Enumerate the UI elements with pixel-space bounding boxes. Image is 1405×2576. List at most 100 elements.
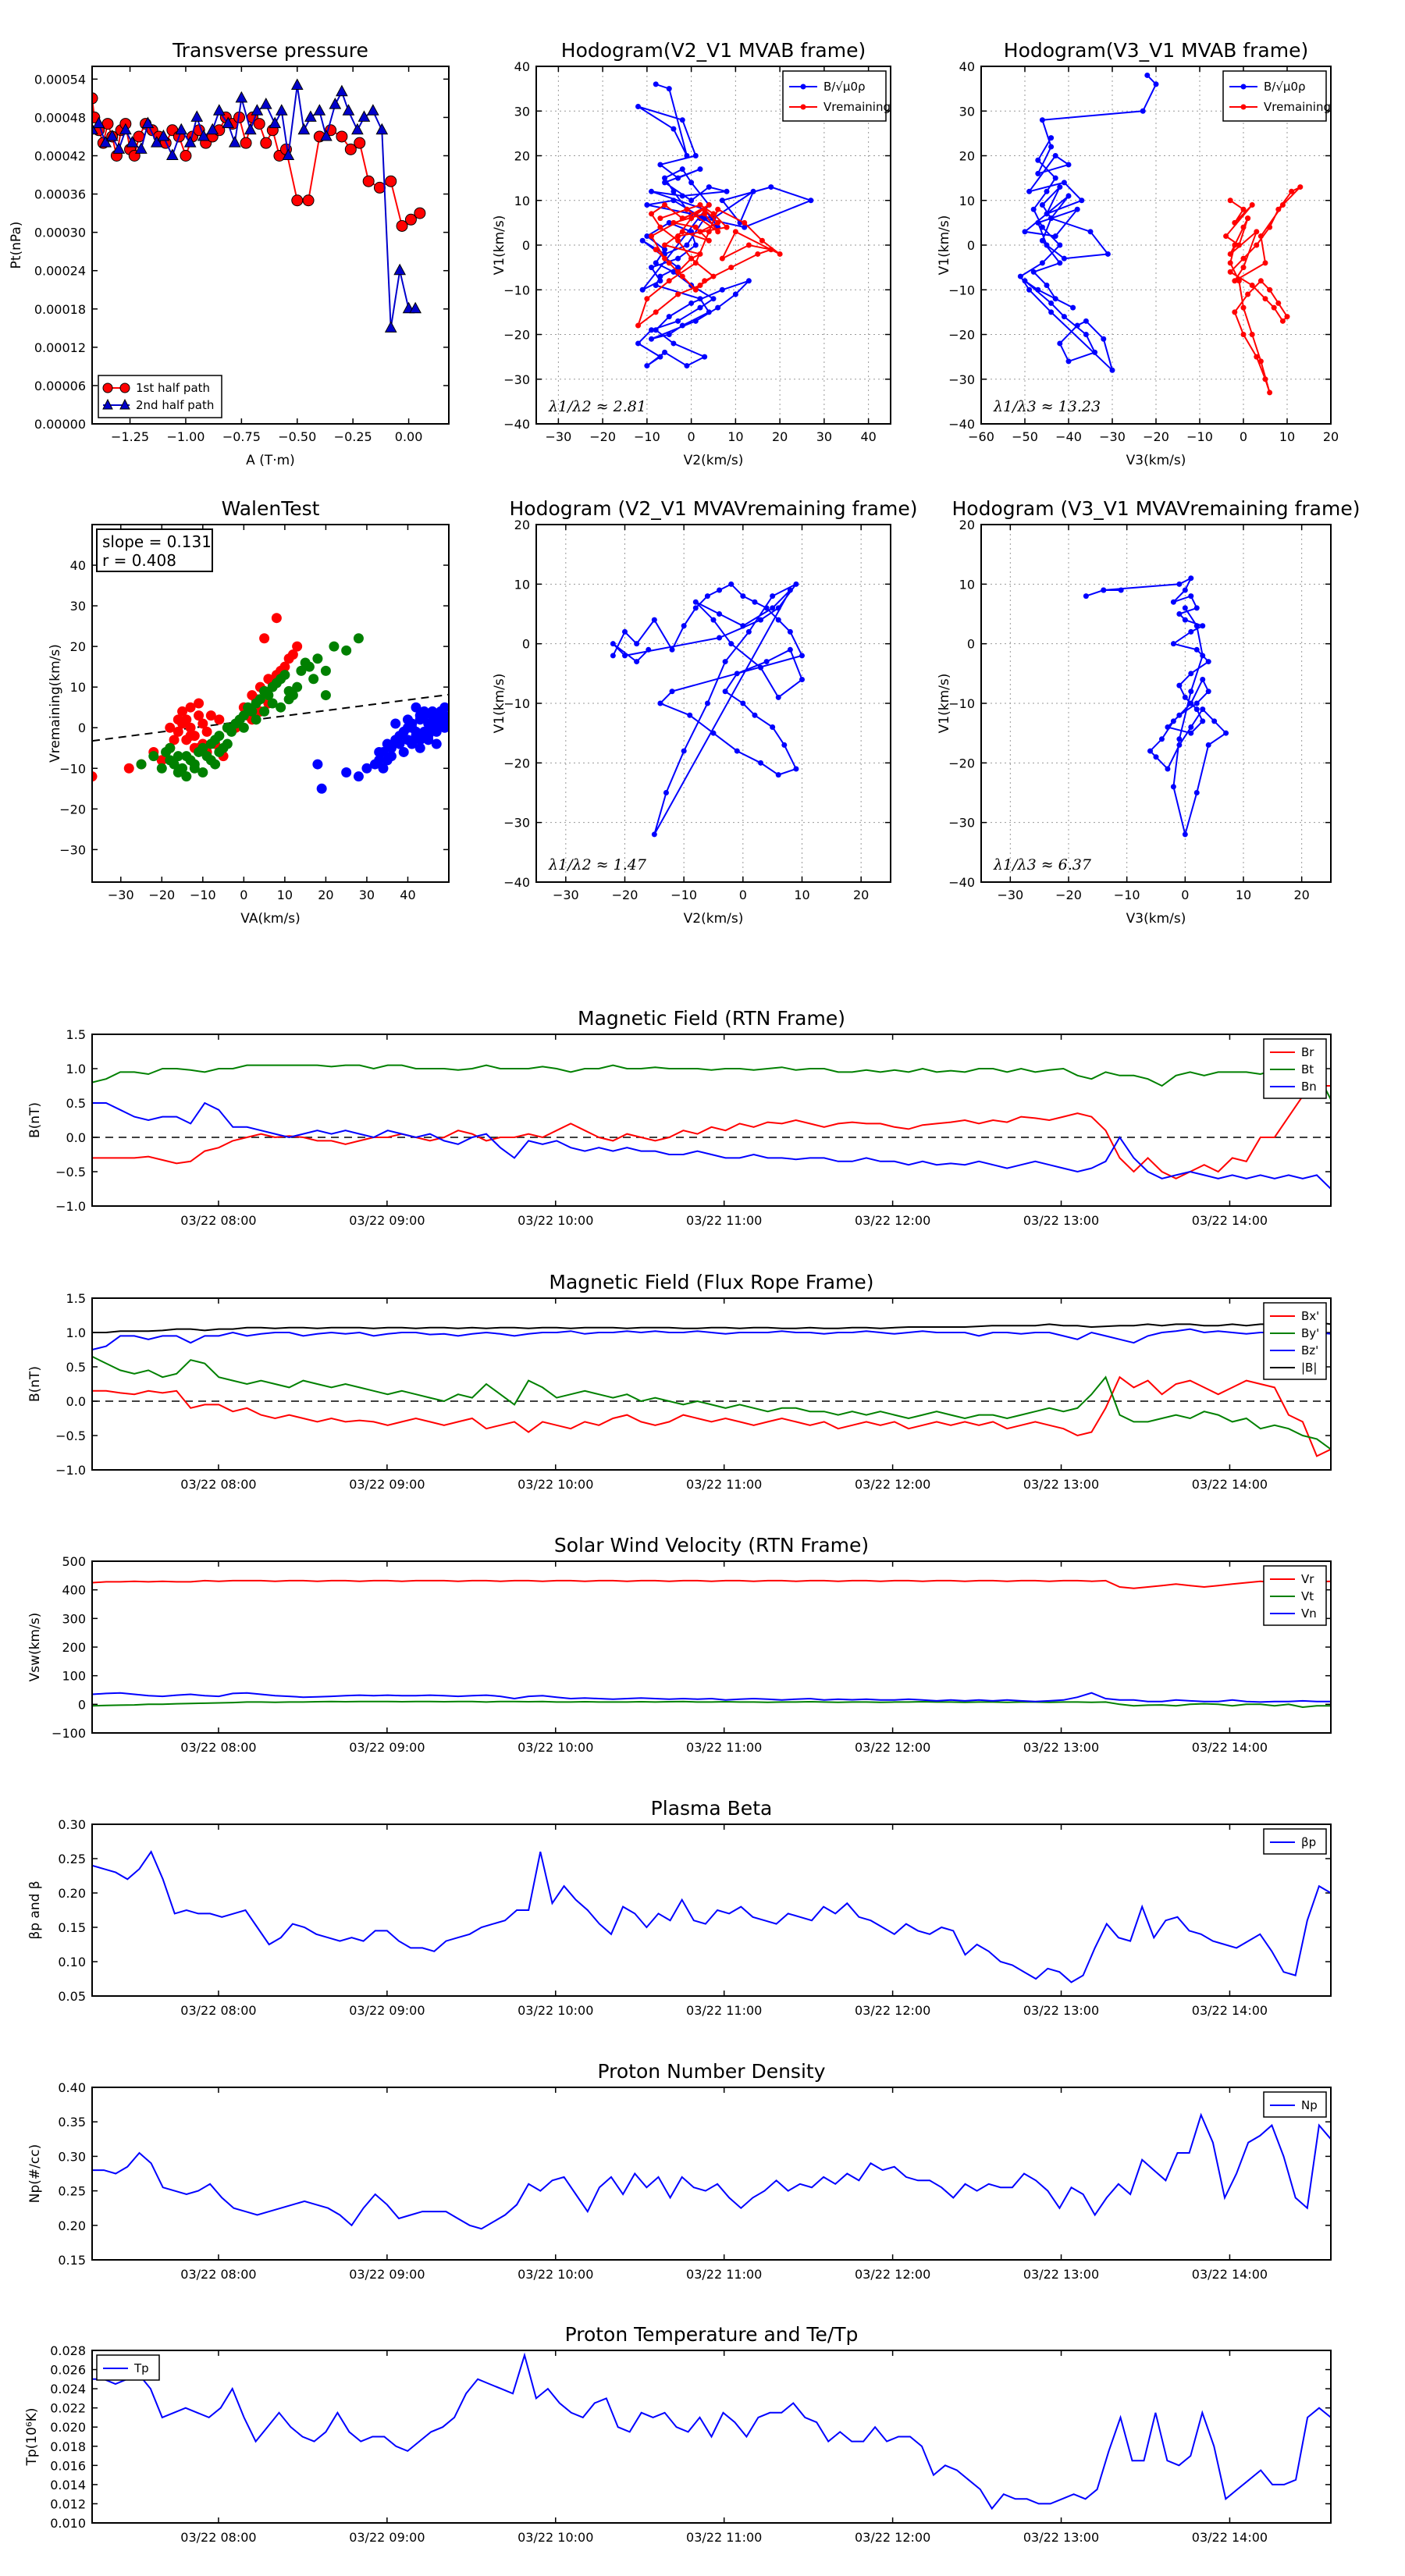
data-point [646,646,652,653]
data-point [644,296,650,302]
data-point [719,286,725,293]
data-point [390,718,401,729]
data-point [775,772,781,778]
data-point [1182,694,1188,700]
data-point [1223,730,1229,736]
data-point [165,722,176,733]
data-point [688,255,695,262]
y-tick-label: −1.0 [55,1199,86,1214]
data-point [259,98,272,109]
data-point [666,86,672,92]
data-point [336,84,348,97]
x-tick-label: 03/22 08:00 [180,1740,256,1755]
y-tick-label: 20 [514,149,530,164]
data-point [105,129,119,141]
mag_fr-title: Magnetic Field (Flux Rope Frame) [549,1271,873,1293]
data-point [1052,175,1058,181]
data-point [1074,206,1080,212]
data-point [758,760,764,766]
series-V [1083,575,1229,838]
plot-frame [91,2087,1332,2261]
y-tick-label: 20 [959,149,975,164]
data-point [1083,593,1089,600]
data-point [1236,278,1242,284]
data-point [276,702,286,713]
data-point [1044,283,1050,289]
data-point [688,215,695,222]
data-point [177,763,188,774]
x-tick-label: −30 [997,888,1023,902]
data-point [768,247,774,253]
data-point [1170,641,1176,647]
h4-title: Hodogram (V3_V1 MVAVremaining frame) [952,497,1361,520]
data-point [1035,219,1041,226]
y-tick-label: −1.0 [55,1463,86,1478]
legend: Np [1263,2091,1327,2118]
data-point [706,309,712,315]
data-point [717,635,723,641]
data-point [644,363,650,369]
data-point [1227,251,1233,257]
temp-title: Proton Temperature and Te/Tp [565,2323,859,2346]
series-2nd half path [92,78,422,333]
data-point [414,207,426,219]
data-point [692,318,699,324]
data-point [194,698,205,709]
y-tick-label: 0.5 [66,1096,86,1111]
data-point [1182,587,1188,593]
data-point [1254,242,1260,248]
legend-box [782,70,887,122]
data-point [1289,188,1295,194]
y-tick-label: 30 [70,599,86,614]
legend-marker [102,398,113,410]
x-tick-label: 03/22 13:00 [1023,2003,1099,2018]
y-axis-label: Vremaining(km/s) [48,644,63,763]
y-tick-label: 0.00006 [34,379,86,393]
data-point [1039,201,1045,208]
data-point [226,726,237,737]
data-point [670,197,677,204]
data-point [1232,242,1238,248]
y-tick-label: 0.00030 [34,226,86,240]
data-point [1249,283,1255,289]
x-tick-label: −20 [148,888,175,902]
data-point [679,229,685,235]
data-point [1065,358,1072,365]
y-tick-label: 0 [78,720,86,735]
x-axis-label: V2(km/s) [684,453,744,468]
data-point [734,748,740,754]
data-point [393,263,406,276]
chart-h1: −30 −20 −10 0 10 20 30 40 −40 −30 −20 −10 0 10 20 30 40 H… [492,39,891,468]
data-point [750,188,756,194]
y-tick-label: −30 [948,372,975,387]
data-point [1188,671,1194,677]
data-point [431,726,442,737]
series-line-Bz' [92,1328,1331,1350]
series-Vremaining [635,201,783,329]
x-tick-label: 03/22 11:00 [686,1213,762,1228]
data-point [312,759,323,770]
data-point [666,278,672,284]
data-point [385,175,397,187]
x-tick-label: 03/22 11:00 [686,2003,762,2018]
data-point [177,706,188,717]
data-point [697,296,703,302]
y-tick-label: 0.00036 [34,187,86,202]
x-tick-label: 03/22 10:00 [518,2003,593,2018]
data-point [657,278,663,284]
data-point [367,104,379,116]
data-point [378,763,389,774]
y-tick-label: 0.00000 [34,417,86,432]
y-tick-label: −30 [503,816,530,831]
data-point [214,746,225,757]
data-point [745,242,752,248]
data-point [247,706,258,717]
x-tick-label: 03/22 08:00 [180,2530,256,2545]
x-tick-label: 03/22 10:00 [518,1477,593,1492]
plot-area [1083,575,1229,838]
y-axis-label: V1(km/s) [937,215,952,276]
legend-marker [1240,104,1247,110]
data-point [398,746,409,757]
data-point [1044,188,1050,194]
y-axis-label: Vsw(km/s) [27,1613,43,1682]
